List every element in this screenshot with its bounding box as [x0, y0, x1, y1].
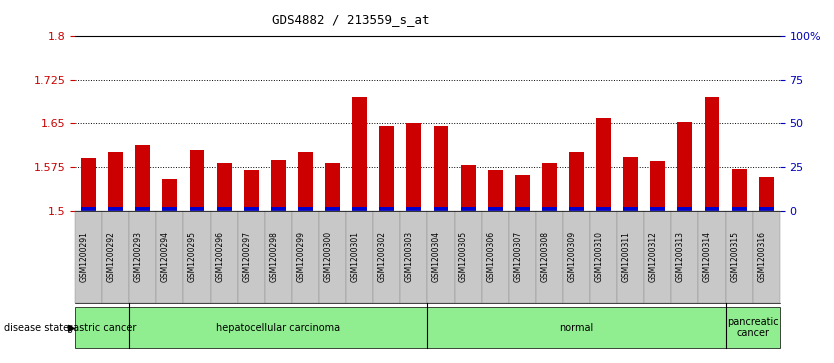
Text: GSM1200313: GSM1200313	[676, 231, 685, 282]
Bar	[596, 118, 611, 211]
Bar	[677, 207, 692, 211]
Text: ▪: ▪	[83, 362, 93, 363]
Bar	[623, 207, 638, 211]
Text: GSM1200302: GSM1200302	[378, 231, 387, 282]
Bar	[189, 150, 204, 211]
Bar	[542, 207, 557, 211]
Text: GSM1200296: GSM1200296	[215, 231, 224, 282]
Text: GSM1200308: GSM1200308	[540, 231, 550, 282]
Bar	[488, 207, 503, 211]
Bar	[135, 207, 150, 211]
Bar	[81, 207, 96, 211]
Bar	[488, 170, 503, 211]
Text: pancreatic
cancer: pancreatic cancer	[727, 317, 778, 338]
Bar	[515, 207, 530, 211]
Bar	[217, 207, 232, 211]
Text: GSM1200297: GSM1200297	[242, 231, 251, 282]
Text: GSM1200306: GSM1200306	[486, 231, 495, 282]
Text: gastric cancer: gastric cancer	[68, 323, 137, 333]
Bar	[298, 207, 313, 211]
Text: GSM1200316: GSM1200316	[757, 231, 766, 282]
Text: GSM1200299: GSM1200299	[296, 231, 305, 282]
Bar	[244, 207, 259, 211]
Bar	[434, 126, 449, 211]
Text: GSM1200293: GSM1200293	[133, 231, 143, 282]
Text: GSM1200315: GSM1200315	[730, 231, 739, 282]
Text: GSM1200298: GSM1200298	[269, 231, 279, 282]
Bar	[379, 126, 394, 211]
Bar	[108, 207, 123, 211]
Bar	[705, 207, 720, 211]
Bar	[406, 207, 421, 211]
Text: GSM1200303: GSM1200303	[404, 231, 414, 282]
Bar	[731, 207, 746, 211]
Text: GSM1200291: GSM1200291	[79, 231, 88, 282]
Bar	[81, 158, 96, 211]
Bar	[352, 97, 367, 211]
Text: GSM1200310: GSM1200310	[595, 231, 604, 282]
Bar	[569, 207, 584, 211]
Text: GSM1200294: GSM1200294	[161, 231, 170, 282]
Bar	[271, 207, 286, 211]
Text: GSM1200314: GSM1200314	[703, 231, 712, 282]
Bar	[163, 179, 178, 211]
Bar	[596, 207, 611, 211]
Bar	[434, 207, 449, 211]
Bar	[379, 207, 394, 211]
Bar	[352, 207, 367, 211]
Bar	[542, 163, 557, 211]
Text: normal: normal	[560, 323, 594, 333]
Text: GSM1200312: GSM1200312	[649, 231, 658, 282]
Text: GSM1200305: GSM1200305	[459, 231, 468, 282]
Bar	[298, 152, 313, 211]
Text: GSM1200292: GSM1200292	[107, 231, 116, 282]
Bar	[515, 175, 530, 211]
Text: GSM1200304: GSM1200304	[432, 231, 441, 282]
Text: GSM1200301: GSM1200301	[350, 231, 359, 282]
Text: hepatocellular carcinoma: hepatocellular carcinoma	[216, 323, 340, 333]
Text: GSM1200311: GSM1200311	[621, 231, 631, 282]
Bar	[460, 207, 475, 211]
Bar	[759, 177, 774, 211]
Bar	[705, 97, 720, 211]
Bar	[623, 157, 638, 211]
Bar	[677, 122, 692, 211]
Text: GSM1200300: GSM1200300	[324, 231, 333, 282]
Bar	[163, 207, 178, 211]
Bar	[217, 163, 232, 211]
Bar	[460, 165, 475, 211]
Bar	[759, 207, 774, 211]
Bar	[108, 152, 123, 211]
Text: disease state: disease state	[4, 323, 69, 333]
Text: GSM1200307: GSM1200307	[513, 231, 522, 282]
Bar	[651, 207, 666, 211]
Text: ▶: ▶	[68, 323, 76, 333]
Bar	[325, 207, 340, 211]
Bar	[325, 163, 340, 211]
Bar	[244, 170, 259, 211]
Bar	[406, 123, 421, 211]
Bar	[651, 161, 666, 211]
Bar	[569, 152, 584, 211]
Text: GSM1200309: GSM1200309	[567, 231, 576, 282]
Bar	[189, 207, 204, 211]
Text: GSM1200295: GSM1200295	[188, 231, 197, 282]
Bar	[731, 169, 746, 211]
Text: GDS4882 / 213559_s_at: GDS4882 / 213559_s_at	[272, 13, 429, 26]
Bar	[135, 145, 150, 211]
Bar	[271, 160, 286, 211]
